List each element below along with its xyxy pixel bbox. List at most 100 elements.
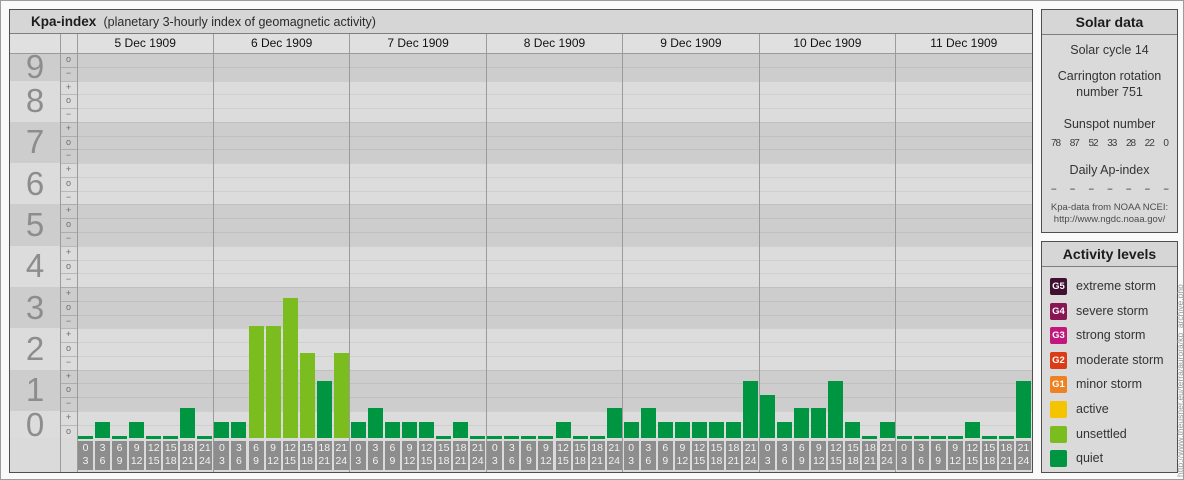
G1-swatch: G1 [1050,376,1067,394]
vertical-separator [212,34,214,472]
hour-label: 18 21 [180,440,196,470]
hour-label: 9 12 [538,440,554,470]
carrington-rotation: Carrington rotation number 751 [1057,69,1162,99]
legend-label: extreme storm [1076,279,1156,293]
legend-label: minor storm [1076,377,1142,392]
kp-bar-0o [572,436,588,439]
gridline [77,108,1032,110]
kp-bar-1- [794,408,810,439]
hour-label: 15 18 [981,440,997,470]
kp-bar-0+ [964,422,980,439]
legend-item: G1 minor storm [1042,376,1179,394]
legend-label: moderate storm [1076,352,1164,367]
kp-band-5 [10,204,1032,246]
legend-label: strong storm [1076,328,1146,343]
subtick-divider [60,163,77,165]
sunspot-values: 78 87 52 33 28 22 0 [1042,138,1177,149]
y-subtick: o [65,54,71,64]
day-header: 11 Dec 1909 [930,36,998,50]
kp-bar-0o [947,436,963,439]
y-subtick: + [65,246,72,257]
gridline [77,94,1032,96]
kp-bar-0+ [845,422,861,439]
y-subtick: o [65,425,71,436]
kp-bar-1+ [828,380,844,439]
gridline [77,135,1032,137]
chart-subtitle: (planetary 3-hourly index of geomagnetic… [103,15,376,29]
hour-label: 12 15 [964,440,980,470]
kp-bar-0o [163,436,179,439]
kp-bar-0+ [555,422,571,439]
legend-label: unsettled [1076,426,1127,441]
hour-label: 18 21 [316,440,332,470]
solar-data-title: Solar data [1042,10,1177,35]
y-subtick: o [65,301,71,312]
subtick-divider [60,245,77,247]
kp-bar-0+ [214,422,230,439]
sunspot-value: 0 [1163,138,1168,149]
day-header: 8 Dec 1909 [523,36,586,50]
hour-label: 21 24 [879,440,895,470]
ap-value: -- [1107,184,1113,195]
gridline [77,300,1032,302]
kp-band-3 [10,287,1032,329]
gridline [77,369,1032,371]
gridline [77,314,1032,316]
hour-label: 15 18 [708,440,724,470]
hour-label: 12 15 [146,440,162,470]
ap-value: -- [1125,184,1132,195]
subtick-divider [60,94,77,96]
kp-chart-panel: Kpa-index (planetary 3-hourly index of g… [9,9,1033,473]
kp-bar-0+ [726,422,742,439]
day-header: 7 Dec 1909 [387,36,449,50]
y-subtick: − [65,150,72,161]
subtick-divider [60,410,77,412]
hour-label: 15 18 [845,440,861,470]
y-subtick: − [65,398,72,409]
kp-bar-0o [146,436,162,439]
gridline [77,259,1032,261]
subtick-divider [60,204,77,206]
y-subtick: o [65,384,71,395]
chart-title-bar: Kpa-index (planetary 3-hourly index of g… [10,10,1032,34]
day-header: 5 Dec 1909 [114,36,176,50]
y-subtick: − [65,356,72,367]
kp-bar-0o [78,436,93,439]
hour-label: 15 18 [436,440,452,470]
sunspot-value: 52 [1088,138,1098,149]
y-subtick: + [65,81,72,92]
y-axis-label-2: 2 [25,330,45,367]
kp-bar-0o [470,436,486,439]
y-subtick: + [65,164,72,175]
y-subtick: + [65,288,72,299]
subtick-divider [60,121,77,123]
kp-band-6 [10,163,1032,205]
subtick-divider [60,231,77,233]
y-axis-label-7: 7 [25,123,45,161]
subtick-divider [60,66,77,68]
hour-label: 18 21 [589,440,605,470]
y-subtick: − [65,191,72,202]
hour-label: 21 24 [606,440,622,470]
G2-swatch: G2 [1050,351,1067,369]
subtick-divider [60,355,77,357]
legend-item: G3 strong storm [1042,327,1179,345]
kp-bar-0o [998,436,1014,439]
hour-label: 9 12 [674,440,690,470]
hour-label: 15 18 [299,440,315,470]
watermark-url: http://www.theusner.eu/terra/aurora/kp_a… [1175,284,1184,477]
ap-value: -- [1088,184,1094,195]
vertical-separator [758,34,760,472]
header-bottom-line [10,53,1032,54]
legend-label: quiet [1076,451,1104,466]
y-subtick: + [65,411,72,422]
subtick-divider [60,342,77,344]
hour-label: 21 24 [1015,440,1031,470]
